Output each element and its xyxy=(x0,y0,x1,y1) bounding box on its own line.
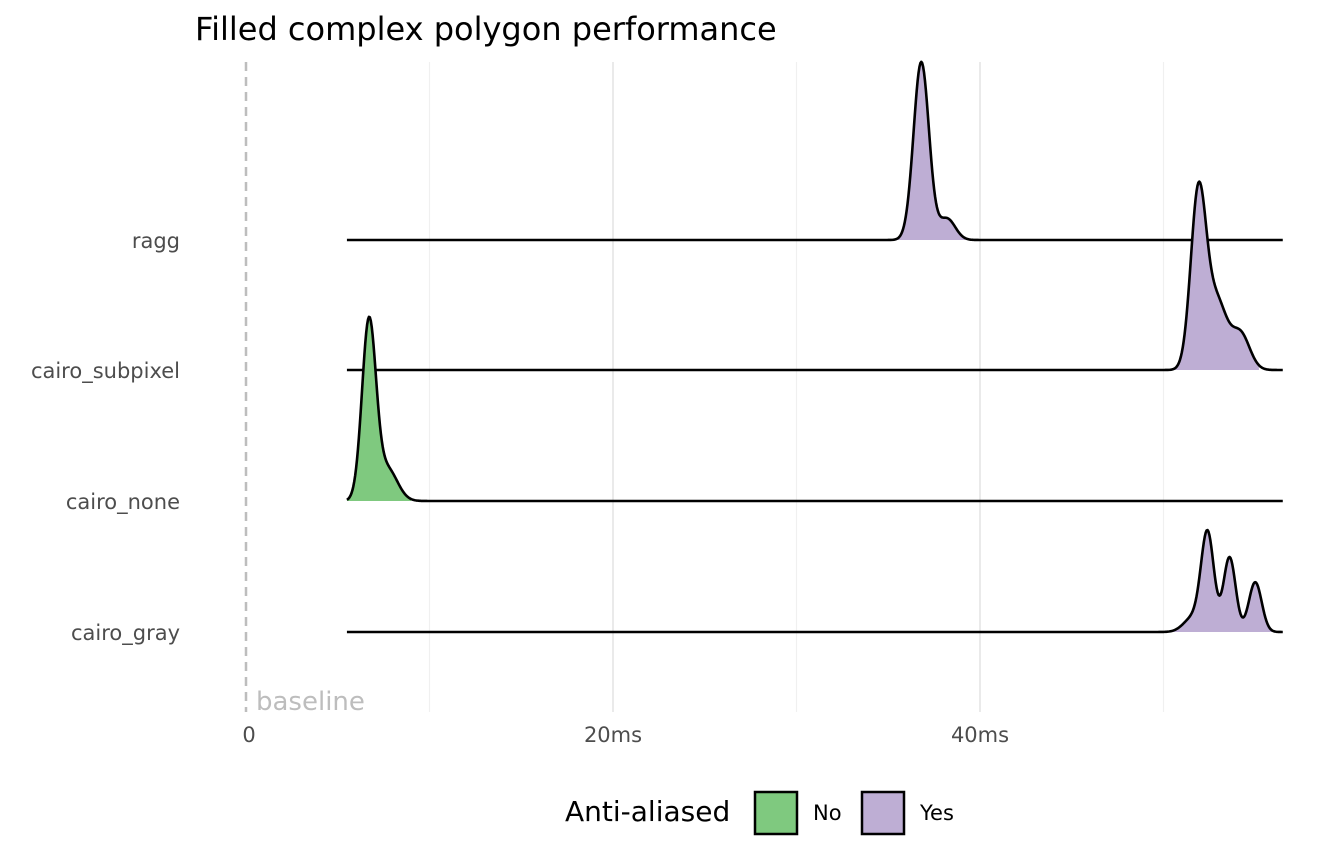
ridge-line-cairo_none xyxy=(346,315,1284,503)
baseline-label: baseline xyxy=(256,687,365,717)
legend: Anti-aliased No Yes xyxy=(565,790,954,836)
ridge-fill-cairo_none xyxy=(346,316,412,501)
legend-swatch-no xyxy=(753,790,799,836)
legend-title: Anti-aliased xyxy=(565,795,730,828)
y-tick-label: ragg xyxy=(132,229,180,253)
y-tick-label: cairo_subpixel xyxy=(31,359,180,384)
x-tick-label: 20ms xyxy=(584,723,642,747)
grid-lines xyxy=(428,62,1165,712)
x-axis-tick-labels: 0 20ms 40ms xyxy=(242,723,1009,747)
legend-swatch-yes xyxy=(860,790,906,836)
legend-label-yes: Yes xyxy=(919,801,954,825)
baseline-marker: baseline xyxy=(244,62,365,717)
y-tick-label: cairo_gray xyxy=(71,621,180,646)
y-tick-label: cairo_none xyxy=(66,490,180,515)
ridges xyxy=(346,60,1284,634)
ridge-line-cairo_subpixel xyxy=(346,180,1284,372)
legend-label-no: No xyxy=(813,801,842,825)
x-tick-label: 0 xyxy=(242,723,255,747)
ridge-fill-cairo_gray xyxy=(1172,530,1283,632)
ridge-fill-cairo_subpixel xyxy=(1174,181,1259,370)
ridge-line-ragg xyxy=(346,60,1284,242)
chart-title: Filled complex polygon performance xyxy=(195,10,777,48)
y-axis-tick-labels: ragg cairo_subpixel cairo_none cairo_gray xyxy=(31,229,180,646)
x-tick-label: 40ms xyxy=(951,723,1009,747)
ridge-line-cairo_gray xyxy=(346,528,1284,634)
